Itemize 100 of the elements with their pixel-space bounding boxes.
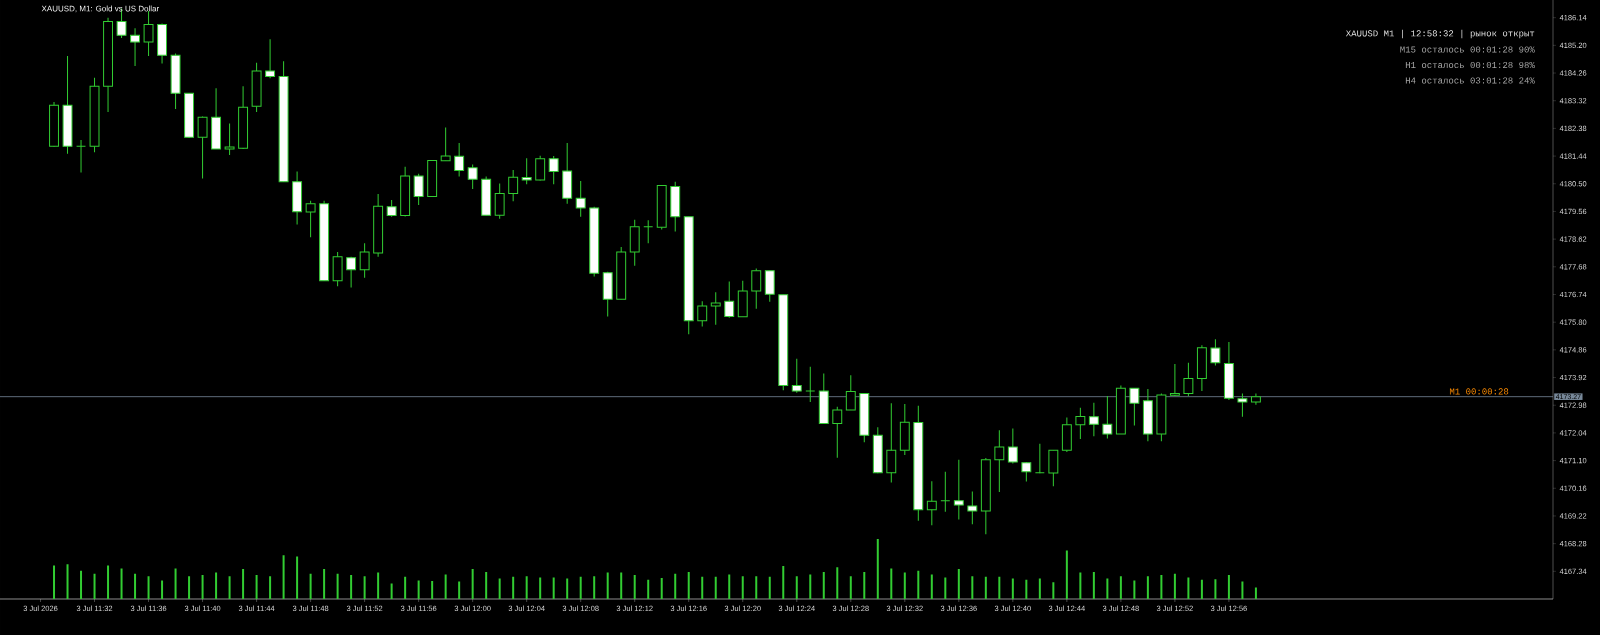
bar bbox=[471, 569, 474, 599]
bar bbox=[525, 576, 528, 599]
candlestick bbox=[832, 406, 843, 459]
candlestick bbox=[494, 182, 505, 220]
bar bbox=[228, 576, 231, 599]
bar bbox=[957, 569, 960, 599]
candlestick bbox=[413, 173, 424, 206]
bar bbox=[336, 573, 339, 599]
bar bbox=[728, 574, 731, 599]
bar bbox=[80, 570, 83, 599]
bar bbox=[350, 575, 353, 599]
bar bbox=[431, 581, 434, 599]
bar bbox=[674, 573, 677, 599]
bar bbox=[782, 566, 785, 599]
candlestick bbox=[1237, 392, 1248, 418]
candlestick bbox=[886, 402, 897, 483]
bar bbox=[417, 580, 420, 599]
bar bbox=[1133, 580, 1136, 599]
bar bbox=[282, 555, 285, 599]
bar bbox=[1173, 573, 1176, 599]
candlestick bbox=[967, 491, 978, 525]
bar bbox=[498, 578, 501, 599]
bar bbox=[269, 576, 272, 599]
bar bbox=[593, 576, 596, 599]
candlestick bbox=[440, 127, 451, 162]
candlestick bbox=[1129, 387, 1140, 427]
candlestick bbox=[926, 480, 937, 526]
candlestick bbox=[265, 38, 276, 79]
bar bbox=[1065, 550, 1068, 599]
candlestick bbox=[197, 116, 208, 179]
bar bbox=[107, 565, 110, 599]
candlestick bbox=[130, 27, 141, 67]
bar bbox=[1200, 579, 1203, 599]
candlestick bbox=[1250, 392, 1261, 406]
bar bbox=[66, 564, 69, 599]
bar bbox=[1254, 587, 1257, 599]
candlestick bbox=[535, 155, 546, 182]
candlestick bbox=[1007, 427, 1018, 465]
candlestick bbox=[467, 164, 478, 190]
bar bbox=[93, 573, 96, 599]
candlestick bbox=[845, 374, 856, 411]
bar bbox=[863, 572, 866, 599]
bar bbox=[363, 576, 366, 599]
bar bbox=[161, 580, 164, 599]
bar bbox=[404, 576, 407, 599]
candlestick bbox=[751, 268, 762, 310]
bar bbox=[971, 576, 974, 599]
bar bbox=[1227, 575, 1230, 599]
bar bbox=[1038, 578, 1041, 599]
bar bbox=[1146, 576, 1149, 599]
candlestick bbox=[724, 281, 735, 319]
bar bbox=[215, 572, 218, 599]
bar bbox=[822, 572, 825, 599]
candlestick bbox=[791, 358, 802, 394]
bar bbox=[390, 583, 393, 599]
bar bbox=[1241, 581, 1244, 599]
candlestick bbox=[953, 459, 964, 520]
bar bbox=[714, 576, 717, 599]
candlestick bbox=[764, 270, 775, 303]
candlestick bbox=[521, 157, 532, 185]
bar bbox=[1079, 572, 1082, 599]
bar bbox=[836, 567, 839, 599]
candlestick bbox=[454, 142, 465, 177]
bar bbox=[1106, 578, 1109, 599]
bar bbox=[1052, 582, 1055, 599]
bar bbox=[917, 570, 920, 599]
candlestick bbox=[143, 10, 154, 57]
bar bbox=[944, 577, 947, 599]
candlestick bbox=[1021, 461, 1032, 482]
bar bbox=[1214, 579, 1217, 599]
bar bbox=[566, 578, 569, 599]
bar bbox=[903, 572, 906, 599]
candlestick bbox=[346, 256, 357, 288]
annotation: H1 осталось 00:01:28 98% bbox=[1405, 61, 1535, 69]
candlestick bbox=[1088, 402, 1099, 437]
candlestick bbox=[805, 366, 816, 403]
candlestick bbox=[508, 169, 519, 202]
bar bbox=[1011, 578, 1014, 599]
bar bbox=[539, 577, 542, 599]
candlestick bbox=[332, 251, 343, 287]
bar bbox=[620, 572, 623, 599]
candlestick bbox=[305, 200, 316, 238]
bar bbox=[741, 576, 744, 599]
candlestick bbox=[575, 180, 586, 218]
candlestick bbox=[697, 300, 708, 328]
bar bbox=[768, 576, 771, 599]
bar bbox=[701, 576, 704, 599]
bar bbox=[296, 556, 299, 599]
bar bbox=[687, 572, 690, 599]
bar bbox=[809, 574, 812, 599]
candlestick bbox=[116, 8, 127, 39]
bar bbox=[188, 576, 191, 599]
bar bbox=[485, 572, 488, 599]
candlestick bbox=[710, 291, 721, 326]
annotation: M15 осталось 00:01:28 90% bbox=[1400, 46, 1535, 53]
bar bbox=[377, 572, 380, 599]
bar bbox=[660, 578, 663, 599]
bar bbox=[242, 569, 245, 599]
bar bbox=[890, 568, 893, 599]
bar bbox=[1160, 575, 1163, 599]
